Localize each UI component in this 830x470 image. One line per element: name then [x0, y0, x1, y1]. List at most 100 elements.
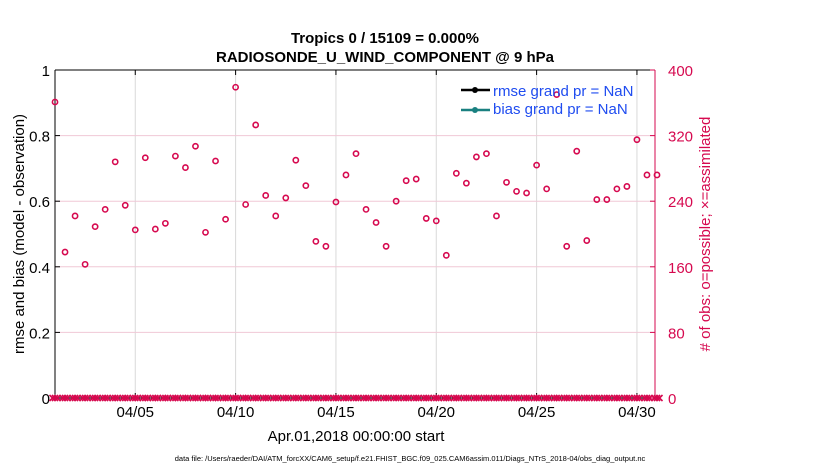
y-right-tick-label: 320: [668, 129, 693, 146]
x-marker-stroke: [262, 394, 270, 402]
x-marker-stroke: [613, 394, 621, 402]
assimilated-obs-point: [442, 394, 450, 402]
assimilated-obs-point: [141, 394, 149, 402]
x-marker-stroke: [252, 394, 260, 402]
legend: rmse grand pr = NaN bias grand pr = NaN: [461, 83, 633, 118]
possible-obs-point: [222, 215, 229, 223]
assimilated-obs-point: [262, 394, 270, 402]
y-right-tick-label: 240: [668, 194, 693, 211]
assimilated-obs-point: [655, 394, 664, 402]
x-marker-stroke: [402, 394, 410, 402]
x-marker-stroke: [392, 394, 400, 402]
x-marker-stroke: [101, 394, 109, 402]
x-marker-stroke: [322, 394, 330, 402]
assimilated-obs-point: [422, 394, 430, 402]
assimilated-obs-point: [201, 394, 210, 402]
assimilated-obs-point: [613, 394, 621, 402]
assimilated-obs-point: [533, 394, 541, 402]
possible-obs-point: [653, 171, 661, 179]
x-marker-stroke: [292, 394, 300, 402]
possible-obs-point: [302, 182, 310, 190]
x-tick-label: 04/20: [417, 404, 455, 421]
x-marker-stroke: [302, 394, 310, 402]
legend-bias-label: bias grand pr = NaN: [493, 101, 628, 118]
assimilated-obs-point: [412, 394, 420, 402]
possible-obs-point: [643, 171, 651, 179]
possible-obs-point: [121, 201, 129, 209]
possible-obs-point: [101, 205, 109, 213]
possible-obs-point: [322, 242, 330, 250]
possible-obs-point: [553, 91, 561, 98]
assimilated-obs-point: [462, 394, 470, 402]
assimilated-obs-point: [502, 394, 511, 402]
possible-obs-point: [202, 228, 209, 236]
x-marker-stroke: [412, 394, 420, 402]
x-tick-label: 04/25: [518, 404, 556, 421]
x-marker-stroke: [171, 394, 179, 402]
assimilated-obs-point: [232, 394, 240, 402]
assimilated-obs-point: [312, 394, 320, 402]
assimilated-obs-point: [91, 394, 99, 402]
possible-obs-point: [382, 242, 390, 250]
x-marker-stroke: [533, 394, 541, 402]
x-marker-stroke: [91, 394, 99, 402]
x-marker-stroke: [472, 394, 480, 402]
assimilated-obs-point: [242, 394, 250, 402]
y-left-tick-label: 0.2: [29, 325, 50, 342]
x-marker-stroke: [462, 394, 470, 402]
x-marker-stroke: [151, 394, 159, 402]
assimilated-obs-point: [653, 394, 661, 402]
legend-rmse-label: rmse grand pr = NaN: [493, 83, 633, 100]
possible-obs-point: [583, 237, 591, 244]
x-marker-stroke: [362, 394, 370, 402]
possible-obs-point: [151, 225, 159, 233]
x-marker-stroke: [81, 394, 89, 402]
x-marker-stroke: [563, 394, 571, 402]
x-marker-stroke: [131, 394, 139, 402]
x-marker-stroke: [272, 394, 280, 402]
assimilated-obs-point: [563, 394, 571, 402]
x-marker-stroke: [342, 394, 350, 402]
x-marker-stroke: [312, 394, 320, 402]
possible-obs-point: [432, 217, 440, 225]
possible-obs-point: [493, 212, 500, 220]
assimilated-obs-point: [111, 394, 119, 402]
x-marker-stroke: [71, 394, 79, 402]
legend-bias-marker: [472, 107, 478, 113]
x-tick-label: 04/30: [618, 404, 656, 421]
x-tick-label: 04/15: [317, 404, 355, 421]
possible-obs-point: [473, 153, 480, 161]
x-tick-label: 04/10: [217, 404, 255, 421]
assimilated-obs-point: [61, 394, 69, 402]
x-marker-stroke: [452, 394, 460, 402]
x-marker-stroke: [492, 394, 501, 402]
possible-obs-point: [573, 147, 581, 155]
assimilated-obs-point: [472, 394, 480, 402]
assimilated-obs-point: [121, 394, 129, 402]
chart-title-line2: RADIOSONDE_U_WIND_COMPONENT @ 9 hPa: [216, 49, 555, 66]
assimilated-obs-point: [322, 394, 330, 402]
assimilated-obs-point: [573, 394, 581, 402]
possible-obs-point: [182, 164, 189, 171]
grid: [55, 70, 655, 398]
assimilated-obs-point: [402, 394, 410, 402]
assimilated-obs-point: [452, 394, 460, 402]
x-marker-stroke: [201, 394, 210, 402]
possible-obs-point: [192, 142, 199, 150]
assimilated-obs-point: [71, 394, 79, 402]
marks: [48, 83, 664, 402]
x-marker-stroke: [512, 394, 521, 402]
assimilated-obs-point: [543, 394, 551, 402]
assimilated-obs-point: [151, 394, 159, 402]
possible-obs-point: [111, 158, 119, 166]
assimilated-obs-point: [51, 394, 59, 402]
y-left-tick-label: 0.4: [29, 260, 50, 277]
y-axis-label-right: # of obs: o=possible; ×=assimilated: [697, 117, 714, 352]
possible-obs-point: [452, 169, 460, 177]
x-axis-label: Apr.01,2018 00:00:00 start: [268, 428, 446, 445]
assimilated-obs-point: [302, 394, 310, 402]
possible-obs-point: [392, 197, 400, 205]
plot-frame: [55, 70, 655, 398]
x-marker-stroke: [643, 394, 651, 402]
possible-obs-point: [242, 201, 250, 208]
